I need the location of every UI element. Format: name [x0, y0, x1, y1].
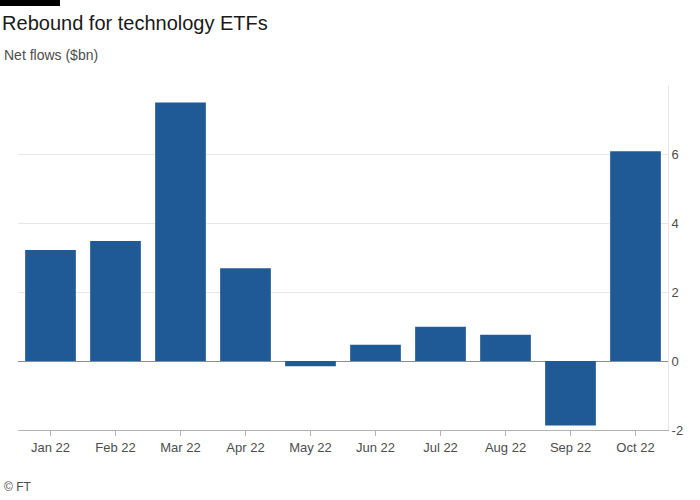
svg-text:Feb 22: Feb 22 [95, 440, 135, 455]
svg-text:2: 2 [672, 285, 679, 300]
svg-text:Apr 22: Apr 22 [226, 440, 264, 455]
svg-text:May 22: May 22 [289, 440, 332, 455]
svg-text:-2: -2 [672, 423, 684, 438]
svg-text:0: 0 [672, 354, 679, 369]
svg-text:Rebound for technology ETFs: Rebound for technology ETFs [2, 12, 268, 34]
svg-text:Net flows ($bn): Net flows ($bn) [4, 47, 98, 63]
svg-text:4: 4 [672, 216, 679, 231]
svg-text:Sep 22: Sep 22 [550, 440, 591, 455]
svg-text:Jul 22: Jul 22 [423, 440, 458, 455]
svg-text:Jun 22: Jun 22 [356, 440, 395, 455]
svg-text:Mar 22: Mar 22 [160, 440, 200, 455]
svg-text:Oct 22: Oct 22 [616, 440, 654, 455]
svg-text:© FT: © FT [4, 480, 32, 494]
svg-text:Aug 22: Aug 22 [485, 440, 526, 455]
svg-text:6: 6 [672, 147, 679, 162]
svg-text:Jan 22: Jan 22 [31, 440, 70, 455]
